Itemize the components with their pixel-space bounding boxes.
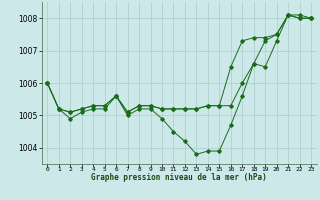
X-axis label: Graphe pression niveau de la mer (hPa): Graphe pression niveau de la mer (hPa) — [91, 173, 267, 182]
